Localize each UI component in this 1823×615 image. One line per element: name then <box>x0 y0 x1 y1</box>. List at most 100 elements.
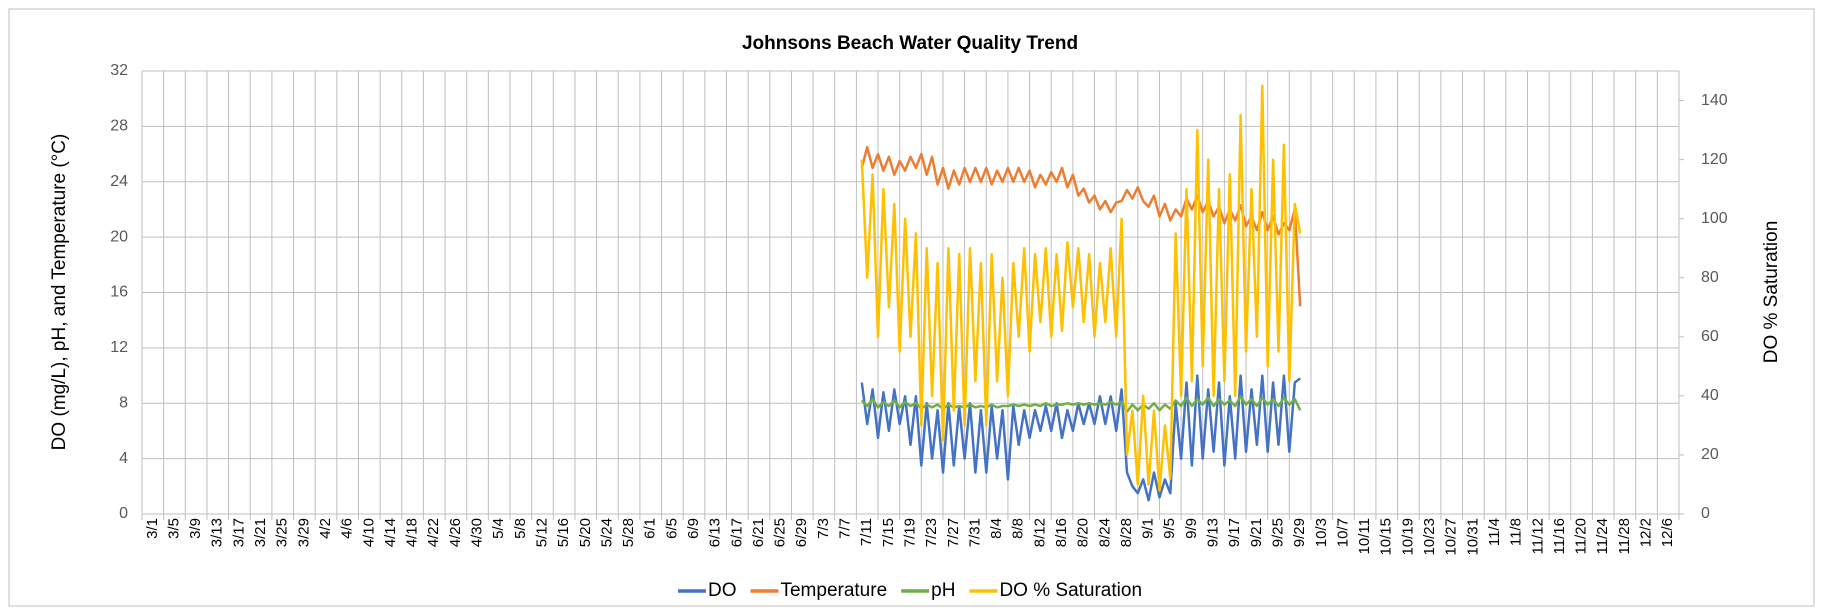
x-tick-label: 7/19 <box>901 518 918 547</box>
y2-tick-label: 120 <box>1701 151 1728 168</box>
series-line <box>860 395 1302 413</box>
legend: DO Temperature pH DO % Saturation <box>677 580 1142 601</box>
y-tick-label: 12 <box>110 339 128 356</box>
x-tick-label: 9/21 <box>1248 518 1265 547</box>
x-tick-label: 11/4 <box>1486 518 1503 546</box>
x-tick-label: 5/4 <box>490 518 507 539</box>
y-tick-label: 4 <box>119 450 128 467</box>
x-tick-label: 4/10 <box>360 518 377 547</box>
x-tick-label: 6/21 <box>750 518 767 547</box>
x-tick-label: 4/22 <box>425 518 442 547</box>
series-line <box>860 84 1302 492</box>
y-tick-label: 24 <box>110 173 128 190</box>
series-line <box>860 374 1301 502</box>
x-tick-label: 8/28 <box>1118 518 1135 547</box>
x-tick-label: 5/16 <box>555 518 572 547</box>
x-tick-label: 8/8 <box>1010 518 1027 539</box>
x-tick-label: 4/26 <box>447 518 464 547</box>
x-tick-label: 10/7 <box>1334 518 1351 547</box>
x-tick-label: 3/17 <box>230 518 247 547</box>
x-tick-label: 6/9 <box>685 518 702 539</box>
x-tick-label: 9/9 <box>1183 518 1200 539</box>
x-tick-label: 4/30 <box>469 518 486 547</box>
y2-tick-label: 0 <box>1701 505 1710 522</box>
x-tick-label: 10/3 <box>1313 518 1330 547</box>
y2-tick-label: 60 <box>1701 328 1719 345</box>
x-tick-label: 10/23 <box>1421 518 1438 556</box>
x-tick-label: 4/14 <box>382 518 399 547</box>
x-tick-label: 8/4 <box>988 518 1005 539</box>
x-tick-label: 8/12 <box>1031 518 1048 547</box>
x-tick-label: 3/21 <box>252 518 269 547</box>
x-tick-label: 10/27 <box>1443 518 1460 556</box>
x-tick-label: 7/3 <box>815 518 832 539</box>
x-tick-label: 7/23 <box>923 518 940 547</box>
x-tick-label: 11/12 <box>1529 518 1546 554</box>
x-tick-label: 7/11 <box>858 518 875 546</box>
x-tick-label: 3/25 <box>274 518 291 547</box>
x-tick-label: 8/16 <box>1053 518 1070 547</box>
y-tick-label: 20 <box>110 228 128 245</box>
x-tick-label: 9/17 <box>1226 518 1243 547</box>
x-tick-label: 6/1 <box>642 518 659 539</box>
x-tick-label: 10/15 <box>1378 518 1395 556</box>
x-tick-label: 10/19 <box>1399 518 1416 556</box>
x-tick-label: 4/2 <box>317 518 334 539</box>
y-tick-label: 32 <box>110 62 128 79</box>
x-tick-label: 10/31 <box>1464 518 1481 556</box>
y-tick-label: 16 <box>110 284 128 301</box>
x-tick-label: 9/5 <box>1161 518 1178 539</box>
series-line <box>860 145 1302 307</box>
x-tick-label: 3/13 <box>209 518 226 547</box>
y2-tick-label: 80 <box>1701 269 1719 286</box>
x-tick-label: 3/5 <box>165 518 182 539</box>
x-tick-label: 11/24 <box>1594 518 1611 554</box>
x-tick-label: 6/13 <box>707 518 724 547</box>
y2-tick-label: 100 <box>1701 210 1728 227</box>
x-tick-label: 7/27 <box>945 518 962 547</box>
x-tick-label: 3/9 <box>187 518 204 539</box>
x-tick-label: 9/13 <box>1205 518 1222 547</box>
x-tick-label: 5/28 <box>620 518 637 547</box>
x-tick-label: 5/12 <box>533 518 550 547</box>
legend-label: DO % Saturation <box>999 580 1142 601</box>
x-tick-label: 4/6 <box>339 518 356 539</box>
x-tick-label: 9/29 <box>1291 518 1308 547</box>
y2-tick-label: 20 <box>1701 446 1719 463</box>
x-tick-label: 7/7 <box>837 518 854 539</box>
chart-title: Johnsons Beach Water Quality Trend <box>742 33 1078 54</box>
x-tick-label: 6/25 <box>772 518 789 547</box>
y-tick-label: 8 <box>119 394 128 411</box>
x-tick-label: 3/29 <box>295 518 312 547</box>
x-tick-label: 11/16 <box>1551 518 1568 554</box>
y-tick-label: 0 <box>119 505 128 522</box>
x-tick-label: 3/1 <box>144 518 161 539</box>
x-tick-label: 7/15 <box>880 518 897 547</box>
legend-label: pH <box>931 580 955 601</box>
x-tick-label: 8/20 <box>1075 518 1092 547</box>
x-tick-label: 11/20 <box>1573 518 1590 554</box>
x-tick-label: 11/28 <box>1616 518 1633 554</box>
y2-tick-label: 40 <box>1701 387 1719 404</box>
x-tick-label: 12/6 <box>1659 518 1676 547</box>
legend-label: Temperature <box>780 580 887 601</box>
x-tick-label: 4/18 <box>404 518 421 547</box>
legend-label: DO <box>708 580 737 601</box>
x-tick-label: 6/29 <box>793 518 810 547</box>
x-tick-label: 10/11 <box>1356 518 1373 554</box>
y2-axis-title: DO % Saturation <box>1761 221 1782 364</box>
x-tick-label: 11/8 <box>1508 518 1525 546</box>
x-tick-label: 6/17 <box>728 518 745 547</box>
x-tick-label: 9/25 <box>1269 518 1286 547</box>
x-tick-label: 9/1 <box>1140 518 1157 539</box>
x-tick-label: 7/31 <box>966 518 983 547</box>
x-tick-label: 6/5 <box>663 518 680 539</box>
x-tick-label: 8/24 <box>1096 518 1113 547</box>
x-tick-label: 12/2 <box>1637 518 1654 547</box>
y2-tick-label: 140 <box>1701 92 1728 109</box>
x-tick-label: 5/20 <box>577 518 594 547</box>
y-axis-title: DO (mg/L), pH, and Temperature (°C) <box>49 134 70 451</box>
x-tick-label: 5/8 <box>512 518 529 539</box>
